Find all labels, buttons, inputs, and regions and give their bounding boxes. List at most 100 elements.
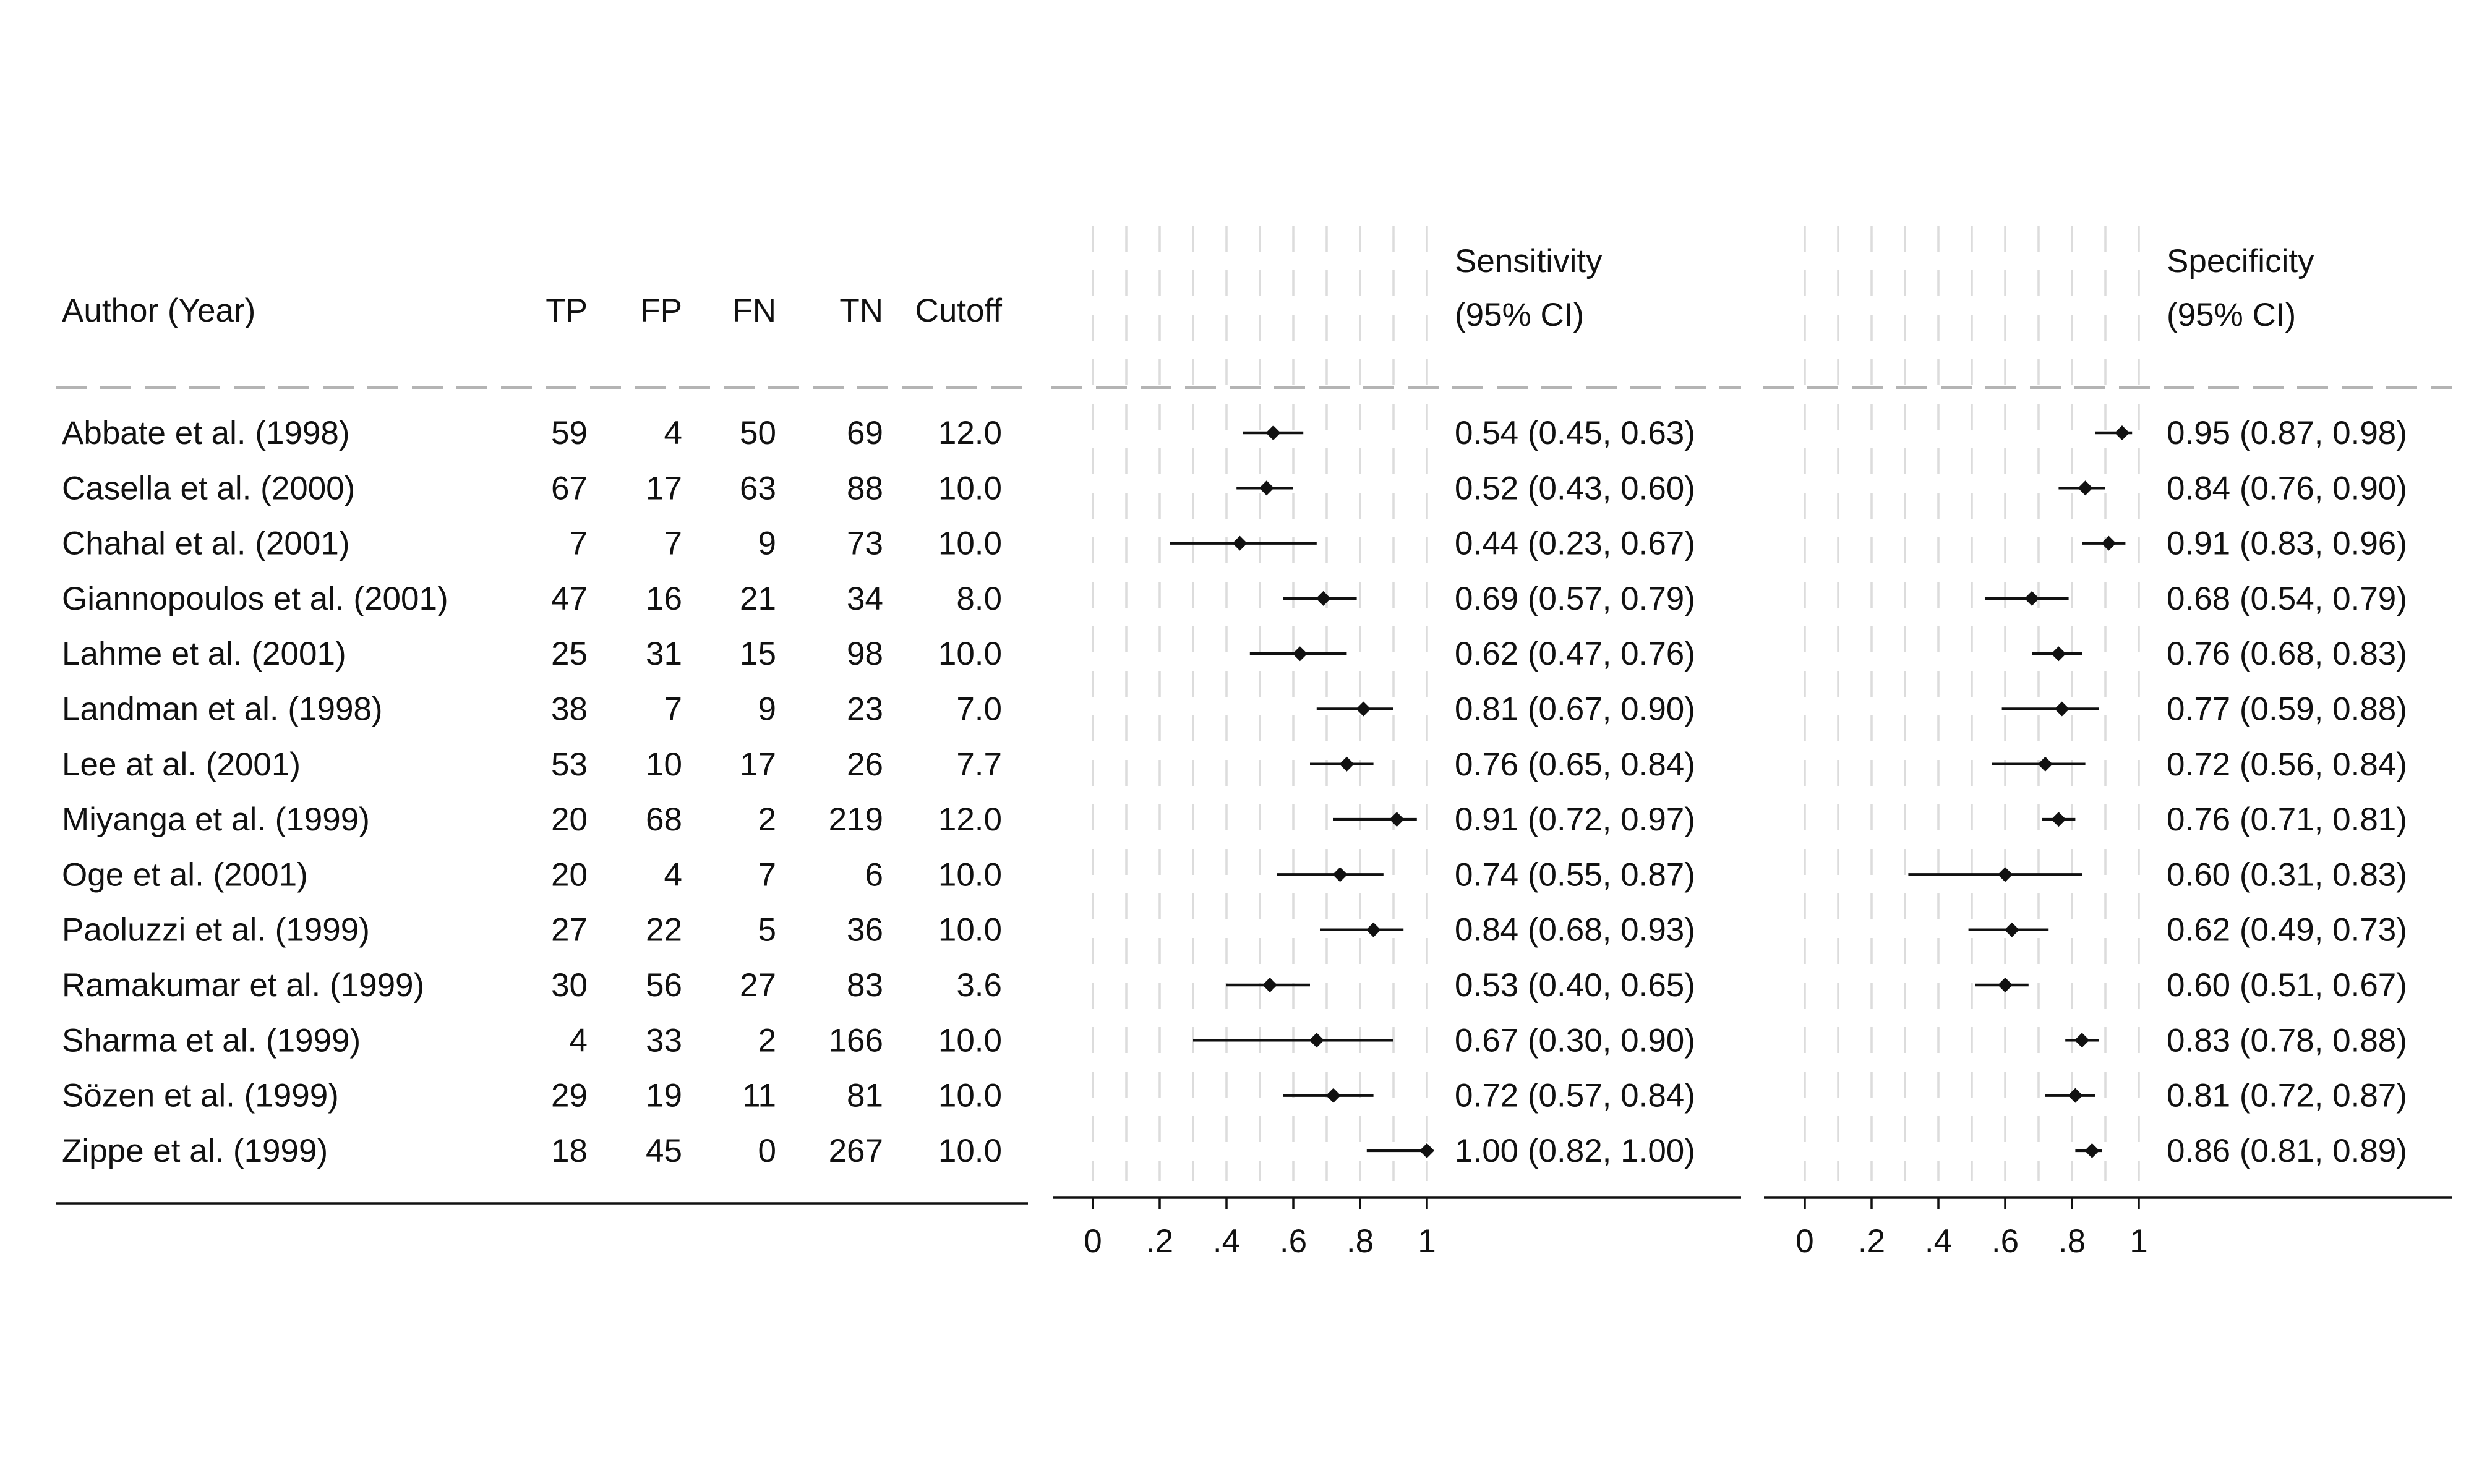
estimate-ci-label: 0.53 (0.40, 0.65) xyxy=(1455,967,1695,1004)
estimate-ci-label: 0.81 (0.72, 0.87) xyxy=(2167,1078,2407,1114)
estimate-ci-label: 0.91 (0.72, 0.97) xyxy=(1455,801,1695,838)
x-tick-label: 0 xyxy=(1796,1223,1813,1260)
estimate-ci-label: 0.76 (0.71, 0.81) xyxy=(2167,801,2407,838)
estimate-ci-label: 0.81 (0.67, 0.90) xyxy=(1455,691,1695,728)
cell-tp: 7 xyxy=(570,526,588,562)
estimate-ci-label: 0.91 (0.83, 0.96) xyxy=(2167,526,2407,562)
cell-fp: 17 xyxy=(646,470,682,506)
cell-fn: 2 xyxy=(758,1022,776,1059)
cell-tp: 67 xyxy=(551,470,588,506)
cell-fn: 21 xyxy=(740,581,776,617)
point-estimate-marker xyxy=(2084,1143,2100,1158)
cell-tp: 20 xyxy=(551,801,588,838)
x-tick-label: 1 xyxy=(1418,1223,1436,1260)
column-header: FN xyxy=(732,292,776,329)
estimate-ci-label: 0.84 (0.68, 0.93) xyxy=(1455,912,1695,949)
estimate-ci-label: 0.62 (0.47, 0.76) xyxy=(1455,636,1695,672)
point-estimate-marker xyxy=(1332,867,1348,882)
cell-fn: 2 xyxy=(758,801,776,838)
study-name: Miyanga et al. (1999) xyxy=(62,801,370,838)
point-estimate-marker xyxy=(1419,1143,1434,1158)
estimate-ci-label: 0.84 (0.76, 0.90) xyxy=(2167,470,2407,506)
cell-tn: 83 xyxy=(847,967,883,1004)
cell-fn: 5 xyxy=(758,912,776,949)
column-header: TN xyxy=(839,292,883,329)
cell-fn: 50 xyxy=(740,415,776,451)
point-estimate-marker xyxy=(2115,425,2129,440)
x-tick-label: 1 xyxy=(2129,1223,2147,1260)
panel-header: (95% CI) xyxy=(1455,297,1584,333)
cell-cutoff: 10.0 xyxy=(938,636,1002,672)
study-name: Zippe et al. (1999) xyxy=(62,1133,328,1169)
point-estimate-marker xyxy=(1356,701,1371,717)
cell-cutoff: 3.6 xyxy=(956,967,1002,1004)
cell-cutoff: 8.0 xyxy=(956,581,1002,617)
cell-fn: 15 xyxy=(740,636,776,672)
estimate-ci-label: 0.83 (0.78, 0.88) xyxy=(2167,1022,2407,1059)
cell-tp: 38 xyxy=(551,691,588,728)
point-estimate-marker xyxy=(1259,480,1274,496)
estimate-ci-label: 0.76 (0.65, 0.84) xyxy=(1455,746,1695,783)
study-name: Paoluzzi et al. (1999) xyxy=(62,912,370,949)
cell-tn: 98 xyxy=(847,636,883,672)
point-estimate-marker xyxy=(2101,535,2117,551)
cell-tp: 47 xyxy=(551,581,588,617)
cell-tn: 26 xyxy=(847,746,883,783)
x-tick-label: .8 xyxy=(2058,1223,2086,1260)
cell-fp: 16 xyxy=(646,581,682,617)
cell-tn: 267 xyxy=(829,1133,883,1169)
estimate-ci-label: 0.60 (0.31, 0.83) xyxy=(2167,856,2407,893)
cell-tp: 59 xyxy=(551,415,588,451)
cell-cutoff: 7.0 xyxy=(956,691,1002,728)
study-name: Casella et al. (2000) xyxy=(62,470,355,506)
point-estimate-marker xyxy=(1325,1088,1341,1103)
estimate-ci-label: 0.54 (0.45, 0.63) xyxy=(1455,415,1695,451)
cell-fn: 9 xyxy=(758,526,776,562)
point-estimate-marker xyxy=(1339,756,1355,772)
cell-cutoff: 10.0 xyxy=(938,912,1002,949)
cell-tn: 69 xyxy=(847,415,883,451)
estimate-ci-label: 0.74 (0.55, 0.87) xyxy=(1455,856,1695,893)
estimate-ci-label: 0.68 (0.54, 0.79) xyxy=(2167,581,2407,617)
panel-header: Specificity xyxy=(2167,243,2314,279)
cell-tp: 4 xyxy=(570,1022,588,1059)
study-name: Giannopoulos et al. (2001) xyxy=(62,581,448,617)
study-name: Landman et al. (1998) xyxy=(62,691,383,728)
estimate-ci-label: 0.72 (0.56, 0.84) xyxy=(2167,746,2407,783)
cell-fp: 22 xyxy=(646,912,682,949)
point-estimate-marker xyxy=(2051,812,2066,827)
cell-fn: 27 xyxy=(740,967,776,1004)
cell-cutoff: 10.0 xyxy=(938,470,1002,506)
estimate-ci-label: 0.86 (0.81, 0.89) xyxy=(2167,1133,2407,1169)
estimate-ci-label: 0.95 (0.87, 0.98) xyxy=(2167,415,2407,451)
estimate-ci-label: 0.72 (0.57, 0.84) xyxy=(1455,1078,1695,1114)
cell-tn: 73 xyxy=(847,526,883,562)
x-tick-label: .4 xyxy=(1925,1223,1952,1260)
point-estimate-marker xyxy=(2068,1088,2083,1103)
study-name: Sözen et al. (1999) xyxy=(62,1078,339,1114)
x-tick-label: .8 xyxy=(1346,1223,1374,1260)
cell-cutoff: 12.0 xyxy=(938,801,1002,838)
cell-tp: 18 xyxy=(551,1133,588,1169)
cell-fp: 7 xyxy=(664,691,682,728)
cell-cutoff: 12.0 xyxy=(938,415,1002,451)
cell-fn: 9 xyxy=(758,691,776,728)
cell-fp: 33 xyxy=(646,1022,682,1059)
cell-fn: 11 xyxy=(742,1078,776,1114)
estimate-ci-label: 0.76 (0.68, 0.83) xyxy=(2167,636,2407,672)
point-estimate-marker xyxy=(2051,646,2066,662)
cell-cutoff: 10.0 xyxy=(938,1078,1002,1114)
cell-fp: 4 xyxy=(664,415,682,451)
point-estimate-marker xyxy=(1232,535,1248,551)
x-tick-label: .6 xyxy=(1992,1223,2019,1260)
cell-fp: 19 xyxy=(646,1078,682,1114)
estimate-ci-label: 0.44 (0.23, 0.67) xyxy=(1455,526,1695,562)
point-estimate-marker xyxy=(2037,756,2053,772)
column-header: FP xyxy=(640,292,682,329)
study-name: Chahal et al. (2001) xyxy=(62,526,350,562)
point-estimate-marker xyxy=(2074,1033,2090,1048)
cell-fn: 63 xyxy=(740,470,776,506)
cell-tn: 34 xyxy=(847,581,883,617)
point-estimate-marker xyxy=(1265,425,1281,440)
point-estimate-marker xyxy=(1292,646,1308,662)
